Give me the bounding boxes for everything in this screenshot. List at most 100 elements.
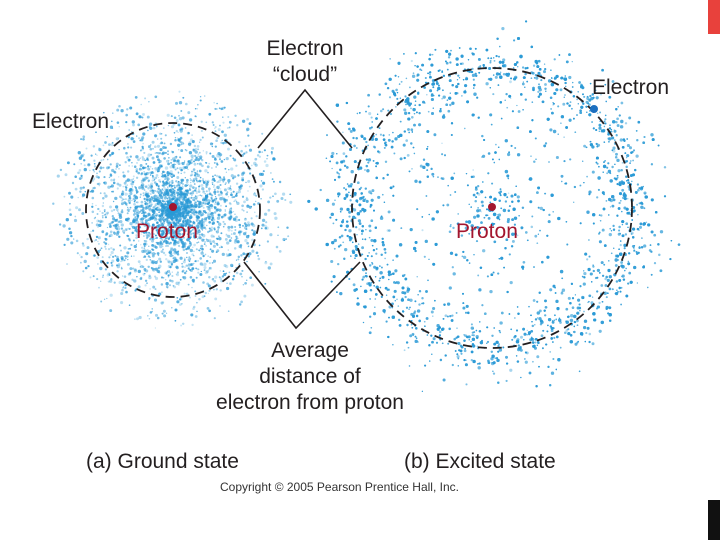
cloud-speck xyxy=(224,237,228,241)
cloud-speck xyxy=(107,247,111,251)
cloud-speck xyxy=(204,217,208,221)
cloud-speck xyxy=(77,151,82,155)
cloud-speck xyxy=(216,136,219,140)
cloud-speck xyxy=(191,134,193,136)
cloud-speck xyxy=(194,175,198,179)
cloud-speck xyxy=(131,186,134,188)
cloud-speck xyxy=(91,222,93,224)
cloud-speck xyxy=(167,274,170,277)
cloud-speck xyxy=(156,260,159,262)
cloud-speck xyxy=(214,125,217,129)
cloud-speck xyxy=(115,162,119,166)
cloud-speck xyxy=(191,286,193,289)
cloud-speck xyxy=(198,162,202,166)
cloud-speck xyxy=(210,234,214,238)
cloud-speck xyxy=(151,310,154,313)
cloud-speck xyxy=(213,288,215,291)
cloud-speck xyxy=(103,181,106,184)
cloud-speck xyxy=(217,202,220,206)
cloud-speck xyxy=(127,237,131,241)
cloud-speck xyxy=(110,250,114,255)
cloud-speck xyxy=(210,207,213,209)
cloud-speck xyxy=(110,143,114,147)
cloud-speck xyxy=(230,174,234,178)
cloud-speck xyxy=(125,204,128,207)
cloud-speck xyxy=(230,207,233,210)
cloud-speck xyxy=(171,233,173,235)
cloud-speck xyxy=(171,150,175,154)
cloud-speck xyxy=(240,149,243,153)
cloud-speck xyxy=(162,245,164,248)
cloud-speck xyxy=(98,286,100,289)
cloud-speck xyxy=(91,196,95,200)
cloud-speck xyxy=(148,245,150,247)
cloud-speck xyxy=(144,176,148,180)
cloud-speck xyxy=(144,272,146,275)
cloud-speck xyxy=(154,253,156,255)
cloud-speck xyxy=(174,163,177,166)
cloud-speck xyxy=(242,224,244,227)
cloud-speck xyxy=(246,260,248,263)
cloud-speck xyxy=(91,205,94,208)
cloud-speck xyxy=(181,196,183,198)
cloud-speck xyxy=(228,168,230,171)
cloud-speck xyxy=(109,309,113,313)
cloud-speck xyxy=(180,110,183,112)
cloud-speck xyxy=(141,116,144,119)
cloud-speck xyxy=(78,156,83,160)
cloud-speck xyxy=(109,253,112,257)
cloud-speck xyxy=(114,233,116,236)
cloud-speck xyxy=(147,219,150,222)
cloud-speck xyxy=(100,300,103,303)
cloud-speck xyxy=(180,168,183,172)
cloud-speck xyxy=(200,158,204,162)
cloud-speck xyxy=(190,181,192,184)
cloud-speck xyxy=(176,176,180,179)
cloud-speck xyxy=(189,201,192,204)
cloud-speck xyxy=(286,226,289,229)
cloud-speck xyxy=(270,151,273,154)
cloud-speck xyxy=(213,211,217,214)
cloud-speck xyxy=(141,249,145,254)
cloud-speck xyxy=(271,178,274,181)
cloud-speck xyxy=(163,178,166,180)
cloud-speck xyxy=(193,213,197,216)
cloud-speck xyxy=(151,176,155,179)
cloud-speck xyxy=(119,244,122,247)
cloud-speck xyxy=(155,194,159,198)
cloud-speck xyxy=(106,261,109,265)
cloud-speck xyxy=(198,233,201,236)
cloud-speck xyxy=(509,97,512,100)
cloud-speck xyxy=(66,161,70,165)
cloud-speck xyxy=(101,204,105,208)
cloud-speck xyxy=(258,244,261,247)
cloud-speck xyxy=(122,171,125,174)
cloud-speck xyxy=(207,284,211,288)
cloud-speck xyxy=(208,276,211,279)
cloud-speck xyxy=(176,273,180,277)
cloud-speck xyxy=(223,133,227,137)
cloud-speck xyxy=(137,285,141,289)
cloud-speck xyxy=(191,170,193,173)
cloud-speck xyxy=(251,229,254,232)
cloud-speck xyxy=(285,238,287,240)
cloud-speck xyxy=(211,214,214,218)
cloud-speck xyxy=(137,211,141,215)
cloud-speck xyxy=(194,154,197,158)
cloud-speck xyxy=(199,194,201,196)
cloud-speck xyxy=(226,191,229,194)
cloud-speck xyxy=(205,182,209,186)
cloud-speck xyxy=(96,219,100,223)
cloud-speck xyxy=(169,253,173,258)
cloud-speck xyxy=(146,165,150,168)
cloud-speck xyxy=(160,165,163,168)
cloud-speck xyxy=(125,188,128,192)
cloud-speck xyxy=(170,191,173,194)
cloud-speck xyxy=(144,200,146,202)
cloud-speck xyxy=(210,196,213,199)
cloud-speck xyxy=(198,185,200,188)
cloud-speck xyxy=(183,292,186,295)
cloud-speck xyxy=(205,161,207,164)
cloud-speck xyxy=(166,150,170,153)
cloud-speck xyxy=(224,167,227,170)
